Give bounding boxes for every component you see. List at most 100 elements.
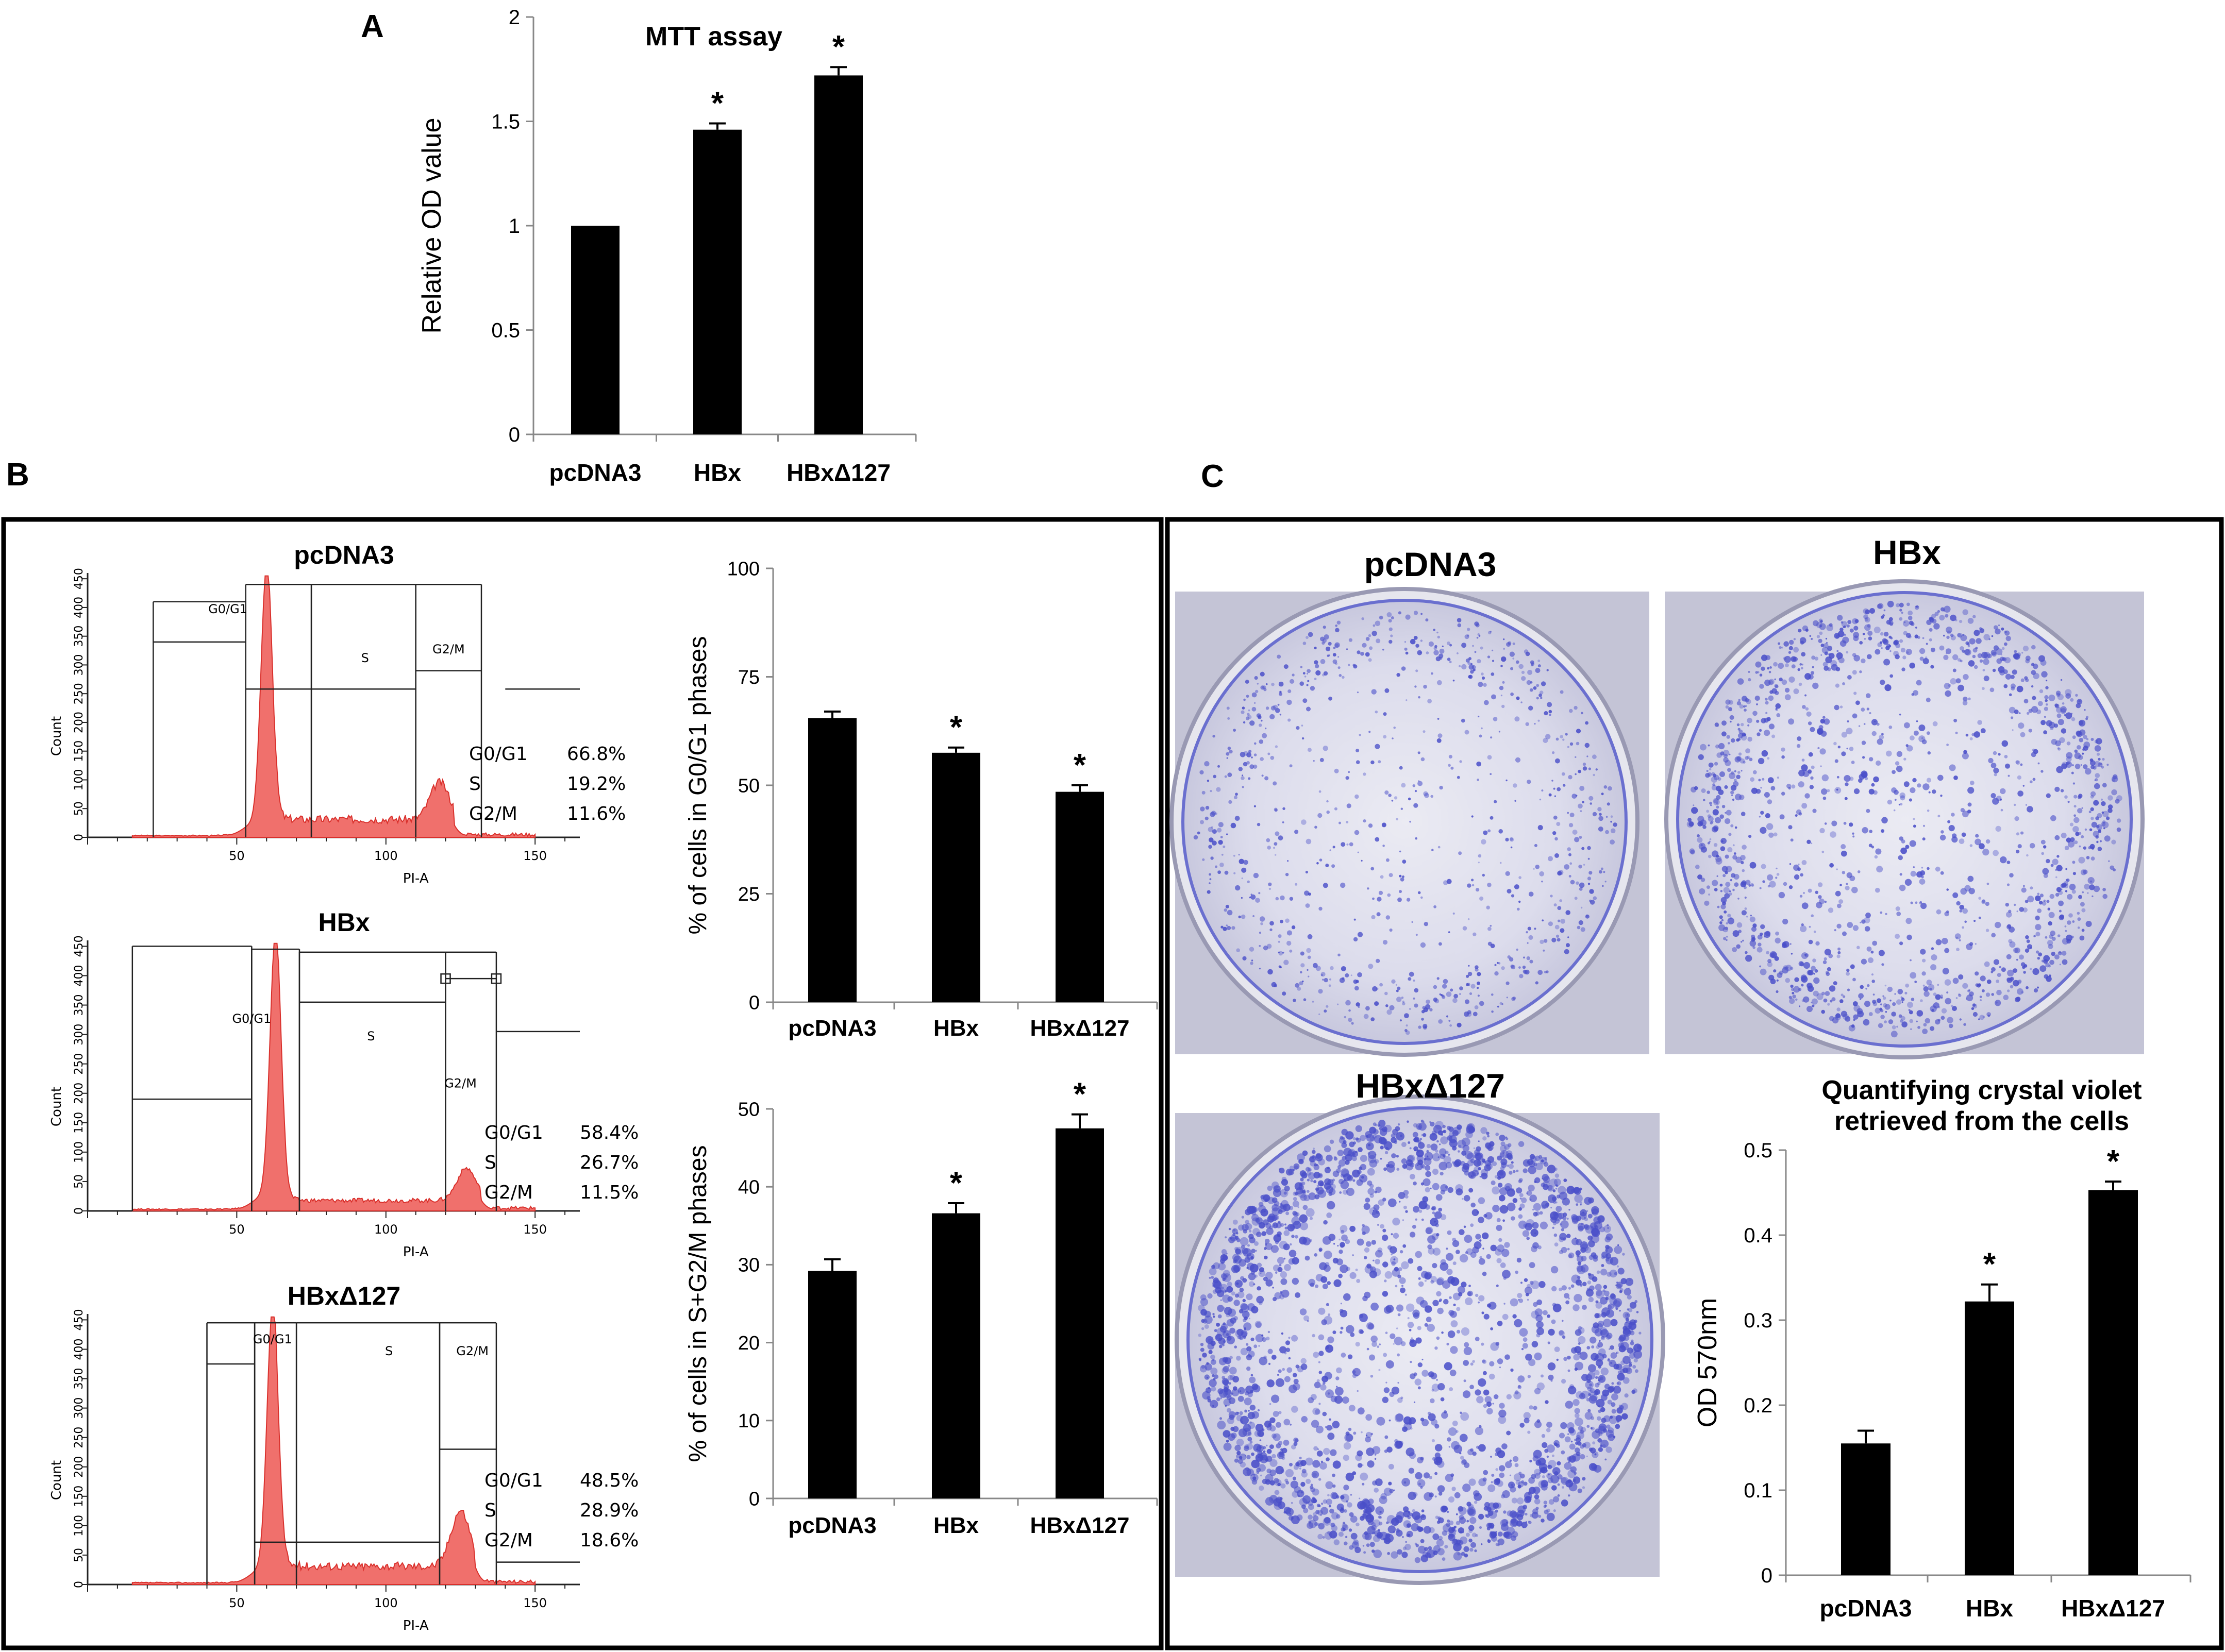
colony <box>1898 855 1903 861</box>
colony <box>1744 907 1747 910</box>
colony <box>1841 751 1846 756</box>
colony <box>1937 984 1939 986</box>
colony <box>1709 840 1711 843</box>
colony <box>1739 795 1745 800</box>
colony <box>2008 909 2012 913</box>
flow-y-tick-label: 100 <box>73 1515 86 1537</box>
colony <box>1546 669 1549 671</box>
colony <box>2090 738 2094 741</box>
colony <box>1724 910 1727 914</box>
colony <box>2056 713 2062 718</box>
colony <box>1440 1262 1449 1271</box>
colony <box>1922 637 1925 639</box>
colony <box>1267 1348 1273 1354</box>
colony <box>1822 960 1827 965</box>
colony <box>1319 757 1324 762</box>
colony <box>1387 893 1391 897</box>
colony <box>1465 1297 1473 1305</box>
colony <box>1548 1328 1555 1336</box>
colony <box>2012 729 2014 731</box>
colony <box>1687 818 1692 822</box>
colony <box>1505 871 1510 876</box>
colony <box>1895 906 1900 911</box>
gate-label: G0/G1 <box>253 1332 292 1346</box>
flow-y-tick-label: 300 <box>73 1024 86 1046</box>
colony <box>1436 1278 1444 1286</box>
colony <box>1317 1533 1323 1540</box>
colony <box>1427 1411 1431 1415</box>
colony <box>1439 648 1445 654</box>
colony <box>2044 695 2049 700</box>
colony <box>1558 1186 1566 1194</box>
colony <box>1567 936 1569 938</box>
colony <box>1893 651 1899 656</box>
colony <box>1254 1241 1259 1246</box>
colony <box>1412 784 1416 787</box>
colony <box>2001 647 2005 650</box>
colony <box>1279 690 1282 694</box>
colony <box>1307 955 1311 959</box>
colony <box>1319 1462 1327 1470</box>
colony <box>1725 818 1731 824</box>
colony <box>1302 1150 1308 1156</box>
colony <box>1469 1385 1475 1390</box>
colony <box>1778 663 1784 669</box>
colony <box>2026 986 2029 989</box>
colony <box>1554 1346 1560 1353</box>
colony <box>1512 658 1515 660</box>
colony <box>2037 986 2039 989</box>
colony <box>1477 972 1481 976</box>
colony <box>2028 729 2032 733</box>
colony <box>1901 998 1905 1002</box>
colony <box>1806 1006 1813 1013</box>
colony <box>1376 912 1381 917</box>
colony <box>1741 910 1747 916</box>
colony <box>1440 1397 1445 1402</box>
colony <box>1245 716 1250 720</box>
colony <box>1360 1135 1366 1141</box>
phase-percentage: 11.6% <box>567 803 626 824</box>
colony <box>1730 790 1734 795</box>
colony <box>2113 868 2116 872</box>
colony <box>2082 891 2084 894</box>
colony <box>1229 749 1233 754</box>
colony <box>1833 741 1837 746</box>
colony <box>1406 699 1408 701</box>
colony <box>1842 931 1847 936</box>
colony <box>1605 1253 1611 1259</box>
colony <box>1579 786 1585 791</box>
colony <box>1551 1319 1556 1324</box>
colony <box>1257 822 1261 827</box>
colony <box>1446 1342 1449 1346</box>
colony <box>1950 614 1956 621</box>
colony <box>1348 1009 1351 1012</box>
colony <box>1400 1287 1406 1293</box>
colony <box>1208 845 1212 849</box>
colony <box>1437 635 1440 639</box>
colony <box>1595 1376 1598 1379</box>
colony <box>2058 900 2064 906</box>
colony <box>1701 788 1706 793</box>
colony <box>1302 1205 1308 1210</box>
colony <box>1507 1143 1512 1148</box>
category-label: HBxΔ127 <box>1030 1016 1129 1041</box>
colony <box>1730 785 1737 791</box>
colony <box>1387 1552 1391 1555</box>
colony <box>2060 679 2063 681</box>
colony <box>1417 781 1423 786</box>
colony <box>1518 664 1524 669</box>
colony <box>1288 1357 1291 1360</box>
colony <box>2035 924 2042 931</box>
colony <box>1491 694 1496 700</box>
histogram-title: pcDNA3 <box>294 541 394 569</box>
colony <box>1433 650 1439 655</box>
colony <box>1200 820 1204 824</box>
colony <box>1728 707 1732 712</box>
colony <box>1515 757 1521 763</box>
colony <box>1499 1135 1505 1141</box>
colony <box>1339 674 1342 677</box>
colony <box>1576 1254 1580 1258</box>
colony <box>1881 615 1884 619</box>
